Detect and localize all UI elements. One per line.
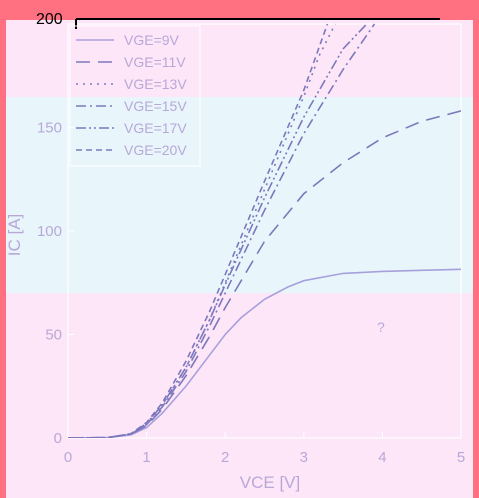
panel-band-light (6, 97, 473, 293)
legend-label: VGE=17V (124, 120, 187, 136)
legend-label: VGE=20V (124, 142, 187, 158)
legend-label: VGE=15V (124, 98, 187, 114)
x-tick-label: 2 (221, 449, 229, 466)
legend-box (69, 25, 201, 167)
x-tick-label: 4 (378, 449, 386, 466)
x-tick-label: 1 (142, 449, 150, 466)
y-tick-label: 100 (37, 223, 62, 240)
series-line-6 (68, 23, 329, 438)
x-tick-label: 0 (64, 449, 72, 466)
annotation-mark: ? (377, 319, 385, 335)
x-axis-title: VCE [V] (240, 473, 300, 492)
series-line-4 (68, 23, 376, 438)
chart-legend: VGE=9V VGE=11V VGE=13V VGE=15V VGE=17V VGE=20… (69, 25, 201, 167)
legend-label: VGE=11V (124, 54, 186, 70)
y-tick-label: 50 (45, 327, 62, 344)
series-line-1 (68, 268, 461, 438)
series-line-5 (68, 23, 368, 438)
legend-label: VGE=9V (124, 32, 180, 48)
y-tick-label: 150 (37, 120, 62, 137)
legend-label: VGE=13V (124, 76, 187, 92)
y-tick-label: 0 (54, 430, 62, 447)
y-axis-title: IC [A] (5, 214, 24, 257)
top-plot-label: 200 (36, 11, 63, 28)
series-lines (68, 23, 461, 438)
x-tick-label: 5 (457, 449, 465, 466)
x-tick-label: 3 (300, 449, 308, 466)
